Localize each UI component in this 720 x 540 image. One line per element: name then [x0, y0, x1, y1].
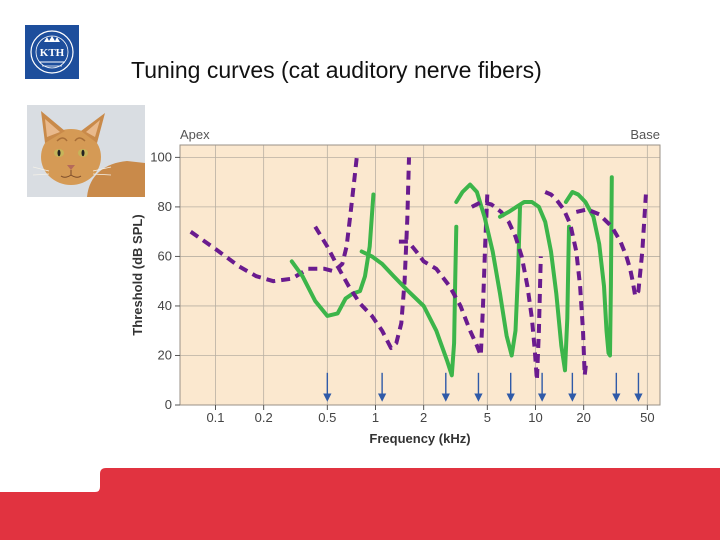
bottom-red-band: [0, 468, 720, 540]
x-tick-label: 0.5: [318, 410, 336, 425]
tuning-curve-3-purple: [313, 157, 411, 350]
tuning-curve-9-purple: [544, 190, 589, 378]
x-tick-label: 2: [420, 410, 427, 425]
x-tick-label: 50: [640, 410, 654, 425]
x-tick-label: 0.2: [255, 410, 273, 425]
apex-label: Apex: [180, 127, 210, 142]
axis-ticks: 0 20 40 60 80 100 0.1 0.2 0.5 1 2 5 10 20 50: [150, 149, 654, 425]
plot-frame: [179, 144, 661, 406]
x-tick-label: 1: [372, 410, 379, 425]
tuning-curve-4-green: [359, 224, 459, 378]
base-label: Base: [630, 127, 660, 142]
kth-logo-text: KTH: [40, 47, 65, 59]
grid-lines: [179, 144, 661, 406]
x-tick-label: 10: [528, 410, 542, 425]
tuning-curve-1-purple: [189, 152, 360, 284]
x-tick-label: 0.1: [206, 410, 224, 425]
cat-illustration: [27, 105, 145, 197]
characteristic-frequency-arrows: [323, 372, 643, 402]
y-tick-label: 60: [158, 248, 172, 263]
series-layer: [189, 152, 648, 383]
kth-logo: KTH: [25, 25, 79, 79]
tuning-curve-8-green: [498, 200, 571, 373]
x-axis-label: Frequency (kHz): [369, 431, 470, 446]
slide-title: Tuning curves (cat auditory nerve fibers…: [131, 57, 542, 83]
x-tick-label: 5: [484, 410, 491, 425]
tuning-curve-10-green: [563, 175, 614, 358]
y-tick-label: 100: [150, 149, 172, 164]
tuning-curve-7-purple: [470, 200, 543, 383]
y-tick-label: 0: [165, 397, 172, 412]
tuning-curve-5-purple: [398, 194, 490, 358]
kth-logo-graphic: KTH: [25, 25, 79, 79]
x-tick-label: 20: [576, 410, 590, 425]
y-tick-label: 80: [158, 199, 172, 214]
tuning-curve-6-green: [454, 182, 522, 358]
y-tick-label: 20: [158, 347, 172, 362]
y-tick-label: 40: [158, 298, 172, 313]
tuning-curve-2-green: [289, 192, 376, 318]
y-axis-label: Threshold (dB SPL): [130, 214, 145, 335]
tuning-curve-chart: 0 20 40 60 80 100 0.1 0.2 0.5 1 2 5 10 20 50 Apex Base…: [130, 127, 661, 446]
tuning-curve-11-purple: [575, 194, 648, 298]
cat-photo: [27, 105, 145, 197]
